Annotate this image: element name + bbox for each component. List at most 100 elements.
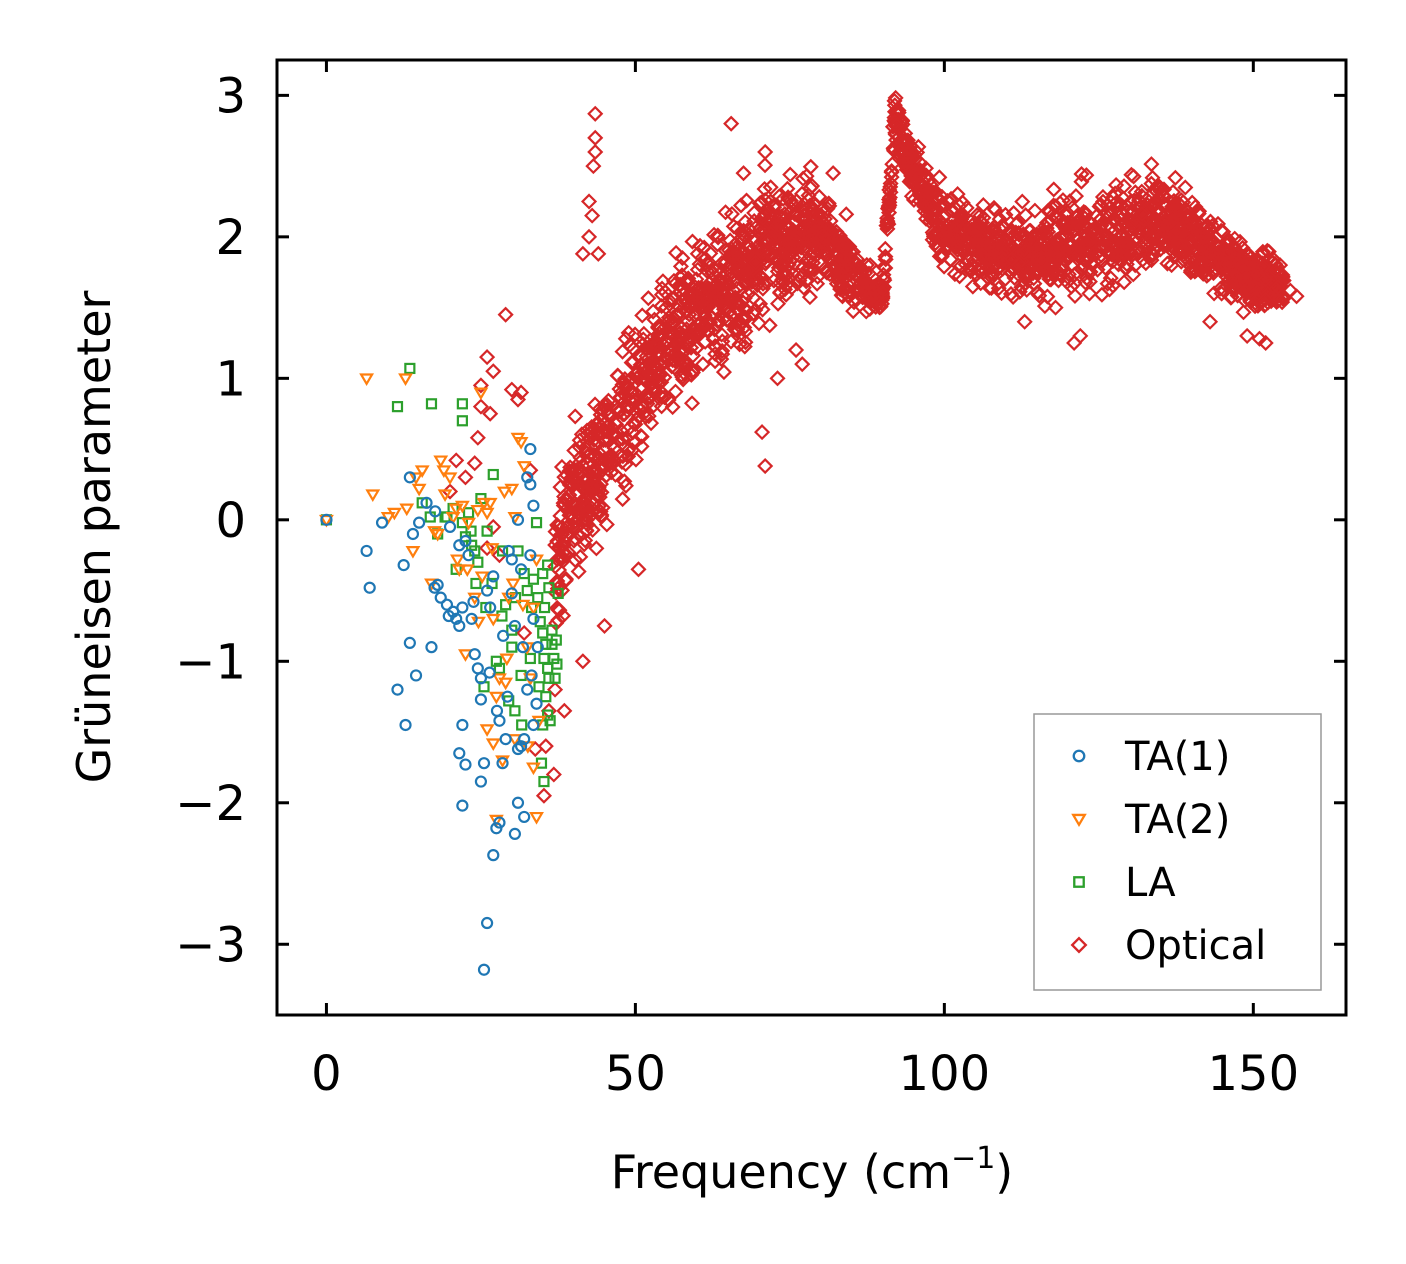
legend-label: Optical [1125, 923, 1266, 969]
data-point [616, 406, 633, 423]
data-point [640, 408, 657, 425]
data-point [733, 233, 750, 250]
data-point [656, 369, 673, 386]
data-point [420, 496, 433, 509]
data-point [703, 262, 720, 279]
data-point [939, 192, 956, 209]
data-point [987, 242, 1004, 259]
data-point [469, 429, 486, 446]
data-point [540, 691, 552, 703]
data-point [1003, 251, 1021, 268]
data-point [770, 216, 787, 233]
data-point [886, 103, 904, 120]
data-point [483, 666, 496, 679]
data-point [1047, 198, 1064, 215]
data-point [782, 166, 799, 183]
data-point [663, 349, 680, 366]
data-point [886, 92, 903, 109]
series-ta-1- [320, 442, 544, 976]
data-point [521, 584, 533, 597]
data-point [490, 655, 502, 667]
series-la [320, 362, 564, 788]
data-point [787, 341, 805, 359]
data-point [993, 285, 1010, 302]
data-point [1016, 245, 1033, 262]
data-point [1101, 281, 1118, 298]
data-point [1021, 267, 1038, 284]
data-point [1026, 202, 1043, 219]
data-point [802, 260, 819, 277]
data-point [437, 489, 453, 503]
data-point [736, 338, 753, 355]
data-point [862, 257, 879, 274]
data-point [710, 229, 727, 246]
data-point [795, 258, 812, 275]
data-point [737, 213, 754, 230]
data-point [877, 251, 894, 268]
data-point [646, 379, 663, 396]
data-point [456, 415, 468, 427]
data-point [477, 757, 491, 770]
data-point [779, 180, 796, 197]
data-point [732, 197, 750, 214]
data-point [547, 681, 564, 698]
data-point [425, 641, 438, 654]
data-point [709, 313, 726, 330]
data-point [660, 391, 677, 409]
x-axis-title: Frequency (cm−1) [611, 1141, 1014, 1199]
data-point [794, 211, 811, 228]
data-point [459, 564, 475, 578]
data-point [538, 775, 550, 788]
data-point [1288, 288, 1305, 305]
data-point [493, 816, 506, 829]
data-point [441, 483, 459, 500]
data-point [462, 549, 475, 562]
data-point [720, 242, 737, 259]
data-point [506, 641, 518, 653]
data-point [836, 250, 853, 267]
data-point [474, 775, 488, 788]
data-point [1035, 262, 1052, 279]
data-point [1016, 241, 1033, 258]
data-point [479, 349, 496, 366]
data-point [535, 787, 552, 804]
data-point [487, 468, 499, 481]
data-point [427, 526, 442, 539]
data-point [1235, 304, 1252, 321]
data-point [584, 428, 601, 445]
data-point [1105, 189, 1122, 206]
data-point [745, 289, 762, 306]
data-point [459, 758, 472, 771]
data-point [918, 210, 935, 227]
data-point [564, 519, 581, 536]
data-point [959, 242, 976, 259]
data-point [754, 280, 771, 297]
data-point [598, 401, 616, 419]
data-point [714, 333, 731, 350]
data-point [819, 200, 836, 217]
data-point [413, 516, 426, 529]
data-point [1150, 189, 1167, 206]
data-point [363, 581, 376, 594]
data-point [521, 683, 534, 696]
data-point [451, 564, 467, 578]
data-point [713, 351, 730, 368]
data-point [738, 246, 756, 263]
data-point [1270, 274, 1287, 291]
data-point [587, 105, 604, 122]
data-point [499, 733, 512, 746]
data-point [1267, 262, 1284, 279]
data-point [1066, 334, 1083, 352]
data-point [804, 177, 821, 195]
data-point [659, 324, 676, 341]
data-point [1125, 168, 1142, 185]
data-point [1010, 255, 1027, 272]
data-point [886, 113, 903, 130]
x-tick-label: 100 [899, 1046, 991, 1102]
data-point [428, 581, 441, 594]
data-point [1247, 252, 1265, 269]
data-point [691, 314, 708, 331]
data-point [1197, 218, 1214, 235]
data-point [529, 811, 544, 825]
data-point [847, 255, 864, 272]
